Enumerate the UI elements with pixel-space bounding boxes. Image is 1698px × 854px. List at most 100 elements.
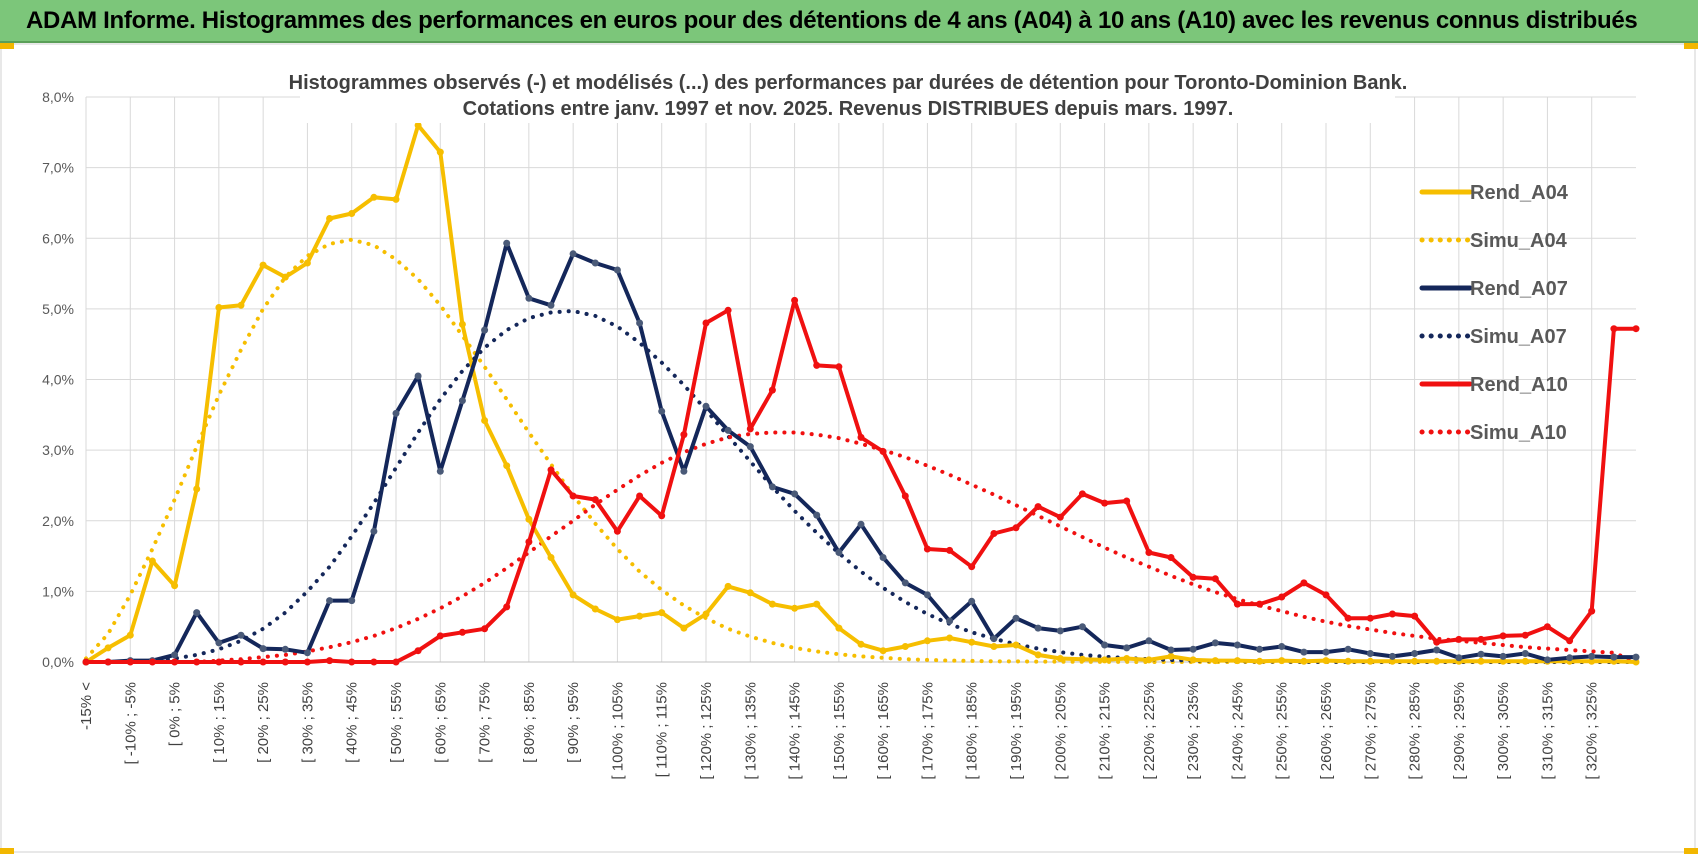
data-point-rend-a10 (193, 658, 201, 666)
data-point-rend-a04 (481, 417, 489, 424)
data-point-rend-a04 (370, 193, 378, 201)
data-point-rend-a07 (1189, 645, 1197, 653)
data-point-rend-a07 (1300, 648, 1308, 656)
x-tick-label: [ 80% ; 85% (521, 682, 538, 763)
data-point-rend-a10 (547, 466, 555, 474)
x-tick-label: [ 20% ; 25% (255, 682, 272, 763)
data-point-rend-a10 (1211, 575, 1219, 583)
data-point-rend-a10 (923, 545, 931, 553)
x-tick-label: [ 310% ; 315% (1539, 682, 1556, 780)
data-point-rend-a10 (1278, 593, 1286, 601)
data-point-rend-a10 (1521, 631, 1529, 639)
data-point-rend-a10 (171, 658, 179, 666)
data-point-rend-a10 (768, 386, 776, 394)
data-point-rend-a04 (259, 261, 267, 269)
data-point-rend-a10 (1477, 635, 1485, 643)
data-point-rend-a04 (1499, 657, 1507, 665)
x-tick-label: [ 210% ; 215% (1097, 682, 1114, 780)
data-point-rend-a04 (1300, 657, 1308, 665)
data-point-rend-a07 (1477, 650, 1485, 658)
data-point-rend-a07 (724, 426, 732, 434)
data-point-rend-a04 (1322, 657, 1330, 665)
data-point-rend-a10 (1543, 623, 1551, 631)
x-tick-label: [ 60% ; 65% (432, 682, 449, 763)
data-point-rend-a07 (702, 402, 710, 410)
data-point-rend-a04 (879, 647, 887, 655)
data-point-rend-a04 (1189, 656, 1197, 664)
y-tick-label: 5,0% (42, 301, 74, 317)
data-point-rend-a10 (1610, 325, 1618, 333)
data-point-rend-a07 (1167, 646, 1175, 654)
data-point-rend-a04 (1632, 658, 1640, 666)
x-tick-label: [ 190% ; 195% (1008, 682, 1025, 780)
data-point-rend-a07 (1034, 624, 1042, 632)
series-line-simu-a10 (84, 430, 1638, 664)
legend-label: Simu_A07 (1470, 326, 1567, 348)
data-point-rend-a10 (680, 431, 688, 439)
data-point-rend-a10 (1078, 490, 1086, 498)
data-point-rend-a07 (946, 617, 954, 625)
data-point-rend-a04 (503, 462, 511, 470)
data-point-rend-a10 (1233, 600, 1241, 608)
data-point-rend-a10 (835, 363, 843, 371)
y-tick-label: 7,0% (42, 160, 74, 176)
data-point-rend-a04 (281, 273, 289, 281)
data-point-rend-a10 (503, 603, 511, 611)
data-point-rend-a04 (1211, 657, 1219, 665)
legend-label: Rend_A07 (1470, 278, 1568, 300)
data-point-rend-a04 (857, 640, 865, 648)
data-point-rend-a07 (768, 483, 776, 491)
data-point-rend-a04 (1477, 657, 1485, 665)
data-point-rend-a10 (591, 496, 599, 504)
data-point-rend-a07 (1366, 650, 1374, 657)
series-line-simu-a07 (84, 309, 1638, 664)
data-point-rend-a07 (613, 266, 621, 274)
data-point-rend-a10 (791, 296, 799, 304)
data-point-rend-a04 (1056, 655, 1064, 662)
x-tick-label: [ 300% ; 305% (1495, 682, 1512, 780)
legend-label: Simu_A04 (1470, 230, 1568, 252)
legend-label: Rend_A10 (1470, 374, 1568, 396)
data-point-rend-a07 (414, 372, 422, 380)
data-point-rend-a04 (835, 624, 843, 632)
data-point-rend-a04 (1256, 657, 1264, 665)
data-point-rend-a04 (104, 644, 112, 652)
data-point-rend-a07 (746, 443, 754, 451)
data-point-rend-a07 (1123, 644, 1131, 652)
data-point-rend-a04 (923, 637, 931, 645)
data-point-rend-a07 (680, 467, 688, 475)
data-point-rend-a04 (1101, 656, 1109, 664)
data-point-rend-a10 (215, 658, 223, 666)
x-tick-label: [ 230% ; 235% (1185, 682, 1202, 780)
report-header: ADAM Informe. Histogrammes des performan… (0, 0, 1698, 43)
x-tick-label: [ 130% ; 135% (742, 682, 759, 780)
x-tick-label: [ 200% ; 205% (1052, 682, 1069, 780)
data-point-rend-a07 (857, 520, 865, 528)
data-point-rend-a10 (1566, 637, 1574, 645)
data-point-rend-a10 (1145, 549, 1153, 556)
x-tick-label: [ 120% ; 125% (698, 682, 715, 780)
data-point-rend-a04 (680, 624, 688, 632)
data-point-rend-a10 (82, 658, 90, 666)
data-point-rend-a10 (1366, 614, 1374, 622)
data-point-rend-a10 (148, 658, 156, 666)
data-point-rend-a04 (1012, 641, 1020, 649)
data-point-rend-a04 (613, 616, 621, 624)
data-point-rend-a07 (1411, 650, 1419, 657)
data-point-rend-a04 (1411, 657, 1419, 665)
data-point-rend-a10 (458, 628, 466, 636)
x-tick-label: [ 100% ; 105% (609, 682, 626, 780)
y-tick-label: 8,0% (42, 89, 74, 105)
data-point-rend-a07 (1588, 652, 1596, 660)
data-point-rend-a07 (879, 554, 887, 561)
data-point-rend-a10 (326, 657, 334, 665)
chart-subtitle: Cotations entre janv. 1997 et nov. 2025.… (463, 98, 1234, 120)
data-point-rend-a07 (990, 635, 998, 643)
corner-mark-top-left (0, 43, 14, 49)
data-point-rend-a07 (525, 294, 533, 302)
x-axis-ticks: -15% < [ -10% ; -5% [ 0% ; 5% [ 10% ; 15% [ … (78, 661, 1636, 780)
data-point-rend-a07 (968, 597, 976, 605)
data-point-rend-a10 (1300, 579, 1308, 587)
data-point-rend-a04 (1233, 657, 1241, 665)
data-point-rend-a07 (1211, 639, 1219, 647)
